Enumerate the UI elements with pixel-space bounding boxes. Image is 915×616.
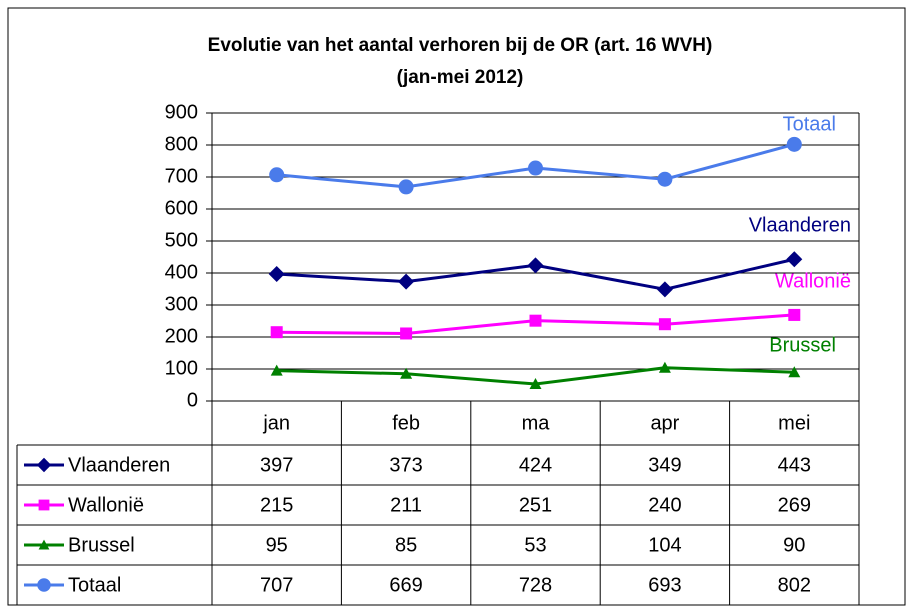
- marker: [270, 326, 283, 339]
- table-cell: 240: [648, 494, 681, 516]
- table-cell: 95: [266, 534, 288, 556]
- table-cell: 104: [648, 534, 681, 556]
- table-cell: 215: [260, 494, 293, 516]
- marker: [788, 308, 801, 321]
- marker: [658, 318, 671, 331]
- y-tick-label: 900: [165, 101, 198, 123]
- series-label: Wallonië: [775, 270, 851, 292]
- table-cell: 211: [390, 494, 422, 516]
- marker: [788, 366, 801, 378]
- table-cell: 693: [648, 574, 681, 596]
- table-cell: 90: [783, 534, 805, 556]
- y-tick-label: 100: [165, 357, 198, 379]
- marker: [398, 179, 414, 195]
- chart-border: [7, 7, 906, 606]
- legend-marker: [36, 457, 52, 473]
- marker: [268, 265, 285, 282]
- chart-subtitle: (jan-mei 2012): [397, 67, 524, 88]
- table-cell: 669: [389, 574, 422, 596]
- marker: [400, 327, 413, 340]
- marker: [657, 171, 673, 187]
- table-cell: 53: [524, 534, 546, 556]
- table-cell: 424: [519, 454, 552, 476]
- marker: [786, 251, 803, 268]
- y-tick-label: 300: [165, 293, 198, 315]
- table-cell: 802: [778, 574, 811, 596]
- y-tick-label: 200: [165, 325, 198, 347]
- x-tick-label: feb: [392, 412, 420, 434]
- x-tick-label: apr: [650, 412, 679, 434]
- y-tick-label: 700: [165, 165, 198, 187]
- table-cell: 373: [389, 454, 422, 476]
- marker: [786, 136, 802, 152]
- y-tick-label: 800: [165, 133, 198, 155]
- legend-label: Wallonië: [68, 494, 144, 516]
- legend-label: Totaal: [68, 574, 121, 596]
- table-cell: 707: [260, 574, 293, 596]
- legend-label: Brussel: [68, 534, 135, 556]
- x-tick-label: ma: [522, 412, 551, 434]
- marker: [400, 367, 413, 379]
- marker: [398, 273, 415, 290]
- series-label: Totaal: [783, 113, 836, 135]
- x-tick-label: jan: [262, 412, 290, 434]
- y-tick-label: 400: [165, 261, 198, 283]
- marker: [656, 281, 673, 298]
- y-tick-label: 500: [165, 229, 198, 251]
- chart-title: Evolutie van het aantal verhoren bij de …: [208, 35, 713, 56]
- legend-marker: [38, 539, 50, 550]
- marker: [270, 364, 283, 376]
- marker: [529, 378, 542, 390]
- x-tick-label: mei: [778, 412, 810, 434]
- y-tick-label: 600: [165, 197, 198, 219]
- table-cell: 251: [519, 494, 552, 516]
- table-cell: 397: [260, 454, 293, 476]
- marker: [528, 160, 543, 176]
- legend-marker: [38, 499, 50, 511]
- series-label: Vlaanderen: [749, 214, 851, 236]
- series-label: Brussel: [769, 334, 836, 356]
- marker: [529, 314, 542, 327]
- legend-marker: [37, 578, 51, 592]
- y-tick-label: 0: [187, 389, 198, 411]
- marker: [658, 361, 671, 373]
- table-cell: 269: [778, 494, 811, 516]
- table-cell: 728: [519, 574, 552, 596]
- marker: [269, 167, 285, 183]
- marker: [527, 257, 544, 274]
- table-cell: 85: [395, 534, 417, 556]
- legend-label: Vlaanderen: [68, 454, 170, 476]
- table-cell: 349: [648, 454, 681, 476]
- table-cell: 443: [778, 454, 811, 476]
